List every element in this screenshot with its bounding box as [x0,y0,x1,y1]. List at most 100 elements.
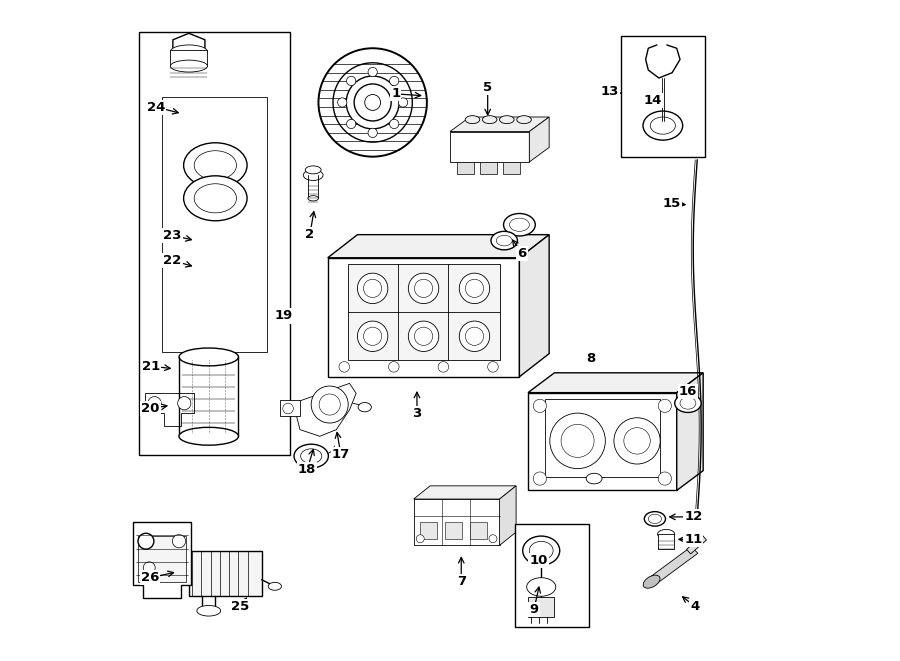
Text: 19: 19 [274,309,292,323]
Bar [480,162,497,174]
Bar [456,162,473,174]
Text: 25: 25 [230,600,249,613]
Ellipse shape [614,418,661,464]
Polygon shape [529,117,549,162]
Text: 7: 7 [456,575,466,588]
Ellipse shape [319,48,427,157]
Polygon shape [500,486,516,545]
Ellipse shape [658,529,675,539]
Bar [163,97,267,352]
Ellipse shape [503,214,536,236]
Ellipse shape [523,536,560,565]
Ellipse shape [268,582,282,590]
Ellipse shape [339,362,349,372]
Text: 9: 9 [529,603,538,616]
Polygon shape [677,373,703,490]
Text: 12: 12 [684,510,702,524]
Ellipse shape [170,45,207,58]
Ellipse shape [438,362,449,372]
Polygon shape [328,235,549,258]
Ellipse shape [534,472,546,485]
Ellipse shape [651,117,675,134]
Ellipse shape [303,170,323,180]
Ellipse shape [179,428,239,446]
Text: 26: 26 [140,571,159,584]
Ellipse shape [390,120,399,129]
Ellipse shape [648,514,662,524]
Ellipse shape [346,76,399,129]
Ellipse shape [368,67,377,77]
Ellipse shape [526,578,556,596]
Text: 14: 14 [644,94,662,107]
Polygon shape [145,393,194,426]
Ellipse shape [488,362,499,372]
Ellipse shape [517,116,531,124]
Ellipse shape [550,413,606,469]
Polygon shape [519,235,549,377]
Bar [544,399,661,477]
Ellipse shape [561,424,594,457]
Ellipse shape [482,116,497,124]
Ellipse shape [658,472,671,485]
Text: 10: 10 [529,554,548,567]
Ellipse shape [465,279,483,297]
Ellipse shape [459,321,490,352]
Ellipse shape [389,362,399,372]
Bar [528,597,554,617]
Bar [414,499,500,545]
Text: 6: 6 [518,247,526,260]
Text: 22: 22 [163,254,182,267]
Ellipse shape [644,512,665,526]
Polygon shape [328,258,519,377]
Text: 13: 13 [601,85,619,98]
Polygon shape [528,373,703,393]
Ellipse shape [586,473,602,484]
Ellipse shape [693,514,701,520]
Ellipse shape [357,273,388,303]
Bar [347,264,500,360]
Ellipse shape [177,397,191,410]
Ellipse shape [390,76,399,85]
Bar [658,534,674,549]
Text: 18: 18 [298,463,317,476]
Ellipse shape [194,151,237,180]
Ellipse shape [658,399,671,412]
Text: 1: 1 [392,87,400,100]
Bar [138,536,185,582]
Bar [140,32,290,455]
Ellipse shape [357,321,388,352]
Polygon shape [687,535,707,554]
Bar [620,36,705,157]
Ellipse shape [194,184,237,213]
Text: 5: 5 [483,81,492,95]
Ellipse shape [417,535,424,543]
Bar [446,522,462,539]
Polygon shape [450,117,549,132]
Ellipse shape [346,120,356,129]
Ellipse shape [197,605,220,616]
Ellipse shape [338,98,346,107]
Text: 20: 20 [141,402,160,415]
Polygon shape [293,383,356,436]
Text: 2: 2 [305,228,314,241]
Text: 11: 11 [684,533,702,546]
Polygon shape [173,33,205,59]
Ellipse shape [489,535,497,543]
Text: 21: 21 [142,360,160,373]
Polygon shape [132,522,191,598]
Text: 4: 4 [690,600,699,613]
Ellipse shape [170,60,207,72]
Ellipse shape [311,386,348,423]
Ellipse shape [143,562,155,574]
Text: 8: 8 [586,352,596,365]
Ellipse shape [409,321,439,352]
Ellipse shape [305,166,321,174]
Text: 16: 16 [679,385,698,398]
Ellipse shape [534,399,546,412]
Ellipse shape [308,196,319,201]
Ellipse shape [138,533,154,549]
Ellipse shape [346,76,356,85]
Ellipse shape [643,111,683,140]
Ellipse shape [465,327,483,346]
Ellipse shape [414,279,433,297]
